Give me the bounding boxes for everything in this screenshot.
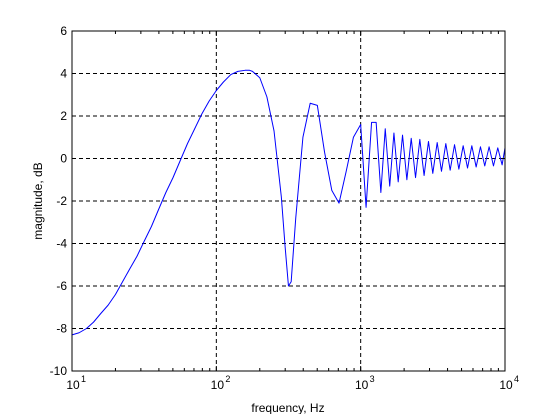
x-tick-label-exponent: 2 xyxy=(225,374,230,384)
x-tick-label: 10 4 xyxy=(499,374,519,392)
y-tick-label: 2 xyxy=(60,109,67,123)
x-tick-label: 10 1 xyxy=(66,374,86,392)
tick-layer xyxy=(71,30,506,372)
y-axis-label: magnitude, dB xyxy=(31,162,45,239)
y-tick-label: 4 xyxy=(60,67,67,81)
x-tick-label-exponent: 3 xyxy=(370,374,375,384)
x-tick-label: 10 3 xyxy=(355,374,375,392)
y-tick-label: -4 xyxy=(56,237,67,251)
y-tick-label: 6 xyxy=(60,24,67,38)
x-tick-label-base: 10 xyxy=(499,378,513,392)
x-tick-label-base: 10 xyxy=(211,378,225,392)
y-tick-label: -10 xyxy=(50,364,68,378)
x-tick-label-base: 10 xyxy=(66,378,80,392)
x-tick-label-exponent: 4 xyxy=(514,374,519,384)
series-line xyxy=(71,69,506,336)
x-tick-label-base: 10 xyxy=(355,378,369,392)
y-tick-label: 0 xyxy=(60,152,67,166)
y-tick-label: -8 xyxy=(56,322,67,336)
x-tick-label: 10 2 xyxy=(211,374,231,392)
x-tick-label-exponent: 1 xyxy=(81,374,86,384)
y-tick-label: -6 xyxy=(56,279,67,293)
y-tick-label: -2 xyxy=(56,194,67,208)
line-layer xyxy=(71,69,506,336)
x-axis-label: frequency, Hz xyxy=(251,401,324,414)
grid-layer xyxy=(72,31,505,371)
